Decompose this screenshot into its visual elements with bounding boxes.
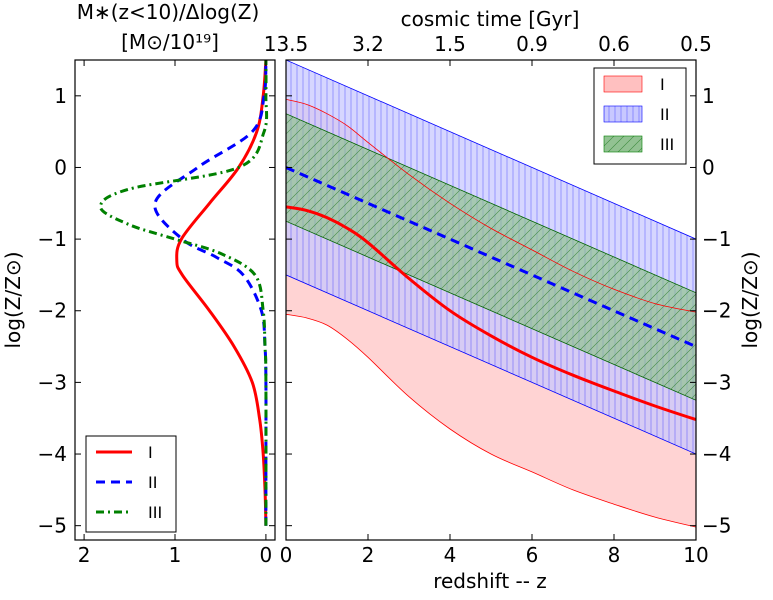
right-legend-swatch-II-hatch — [604, 106, 642, 122]
band-I-upper-edge — [286, 99, 696, 313]
left-ytick-label: −5 — [38, 514, 67, 538]
left-ytick-label: −1 — [38, 227, 67, 251]
top-tick-label: 1.5 — [434, 32, 466, 56]
left-legend-box — [85, 435, 177, 533]
left-legend-label-I: I — [148, 443, 153, 462]
right-xtick-label: 6 — [526, 543, 539, 567]
right-axes-frame — [285, 59, 697, 541]
left-top-label-line2: [M⊙/10¹⁹] — [121, 30, 219, 54]
band-II-upper-edge — [286, 60, 696, 240]
top-tick-label: 3.2 — [352, 32, 384, 56]
left-top-label-line1: M∗(z<10)/Δlog(Z) — [77, 0, 260, 24]
top-tick-label: 13.5 — [264, 32, 309, 56]
left-ytick-label: −4 — [38, 442, 67, 466]
left-panel: 2 1 0 1 0 −1 −2 −3 −4 −5 M∗(z<10)/Δlog(Z) [M⊙/10¹… — [1, 0, 276, 567]
left-line-I — [175, 60, 268, 526]
left-xtick-label: 1 — [169, 543, 182, 567]
right-ytick-label: −1 — [702, 227, 731, 251]
left-line-III — [98, 60, 269, 526]
right-legend-label-III: III — [660, 135, 674, 154]
right-legend-swatch-I — [603, 75, 643, 93]
left-ytick-label: 1 — [54, 84, 67, 108]
right-y-axis-label: log(Z/Z⊙) — [738, 252, 762, 349]
median-line-I — [286, 205, 696, 422]
band-I-lower-edge — [286, 313, 696, 528]
right-legend-label-I: I — [660, 75, 665, 94]
right-legend: I II III — [593, 67, 687, 165]
top-tick-label: 0.6 — [598, 32, 630, 56]
left-legend-label-III: III — [148, 503, 162, 522]
right-x-axis-label: redshift -- z — [433, 569, 547, 593]
left-legend: I II III — [85, 435, 177, 533]
left-ytick-label: 0 — [54, 155, 67, 179]
top-tick-label: 0.9 — [516, 32, 548, 56]
right-ytick-label: −2 — [702, 299, 731, 323]
right-ytick-label: 1 — [702, 84, 715, 108]
band-III-hatch — [286, 113, 696, 401]
right-ytick-label: −3 — [702, 370, 731, 394]
right-ytick-label: −4 — [702, 442, 731, 466]
left-ytick-label: −2 — [38, 299, 67, 323]
left-xtick-label: 2 — [78, 543, 91, 567]
right-xtick-label: 8 — [608, 543, 621, 567]
right-legend-swatch-III-hatch — [604, 136, 642, 152]
band-III-upper-edge — [286, 113, 696, 294]
right-ytick-label: 0 — [702, 155, 715, 179]
left-ytick-label: −3 — [38, 370, 67, 394]
right-xtick-label: 0 — [280, 543, 293, 567]
left-y-axis-label: log(Z/Z⊙) — [1, 252, 25, 349]
right-xtick-label: 2 — [362, 543, 375, 567]
right-legend-label-II: II — [660, 105, 669, 124]
right-xtick-label: 4 — [444, 543, 457, 567]
right-ytick-label: −5 — [702, 514, 731, 538]
top-tick-label: 0.5 — [680, 32, 712, 56]
left-legend-label-II: II — [148, 473, 157, 492]
right-top-axis-label: cosmic time [Gyr] — [401, 7, 580, 31]
band-II-lower-edge — [286, 274, 696, 455]
band-III-lower-edge — [286, 220, 696, 401]
right-xtick-label: 10 — [683, 543, 708, 567]
left-xtick-label: 0 — [260, 543, 273, 567]
